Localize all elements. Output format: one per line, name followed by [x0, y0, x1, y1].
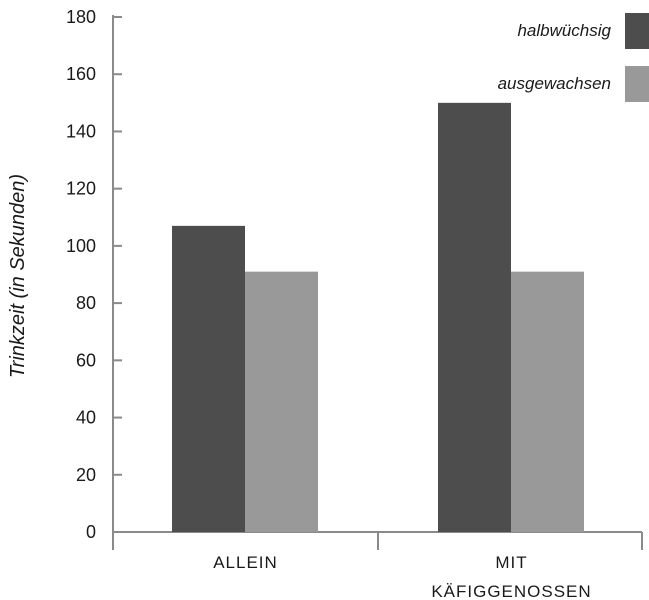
- legend: halbwüchsig ausgewachsen: [498, 13, 649, 102]
- y-tick-label: 100: [66, 236, 96, 256]
- x-axis: ALLEIN MIT KÄFIGGENOSSEN: [112, 531, 643, 600]
- y-tick-label: 40: [76, 408, 96, 428]
- x-category-label: MIT: [495, 553, 527, 572]
- bars: [172, 102, 584, 532]
- x-category-label: KÄFIGGENOSSEN: [431, 582, 591, 600]
- legend-swatch: [625, 13, 649, 49]
- bar-ausgewachsen-0: [245, 271, 318, 532]
- y-tick-label: 160: [66, 64, 96, 84]
- legend-label: halbwüchsig: [517, 21, 611, 40]
- y-axis-label: Trinkzeit (in Sekunden): [7, 174, 29, 378]
- y-tick-label: 120: [66, 179, 96, 199]
- y-tick-label: 140: [66, 121, 96, 141]
- legend-swatch: [625, 66, 649, 102]
- bar-ausgewachsen-1: [511, 271, 584, 532]
- x-category-label: ALLEIN: [213, 553, 278, 572]
- legend-label: ausgewachsen: [498, 74, 611, 93]
- y-tick-label: 0: [86, 522, 96, 542]
- y-tick-label: 20: [76, 465, 96, 485]
- bar-halbwuechsig-1: [438, 102, 511, 532]
- y-tick-label: 180: [66, 7, 96, 27]
- bar-halbwuechsig-0: [172, 225, 245, 532]
- y-tick-label: 60: [76, 350, 96, 370]
- y-axis: 0 20 40 60 80 100 120 140 160 180: [66, 7, 122, 550]
- y-tick-label: 80: [76, 293, 96, 313]
